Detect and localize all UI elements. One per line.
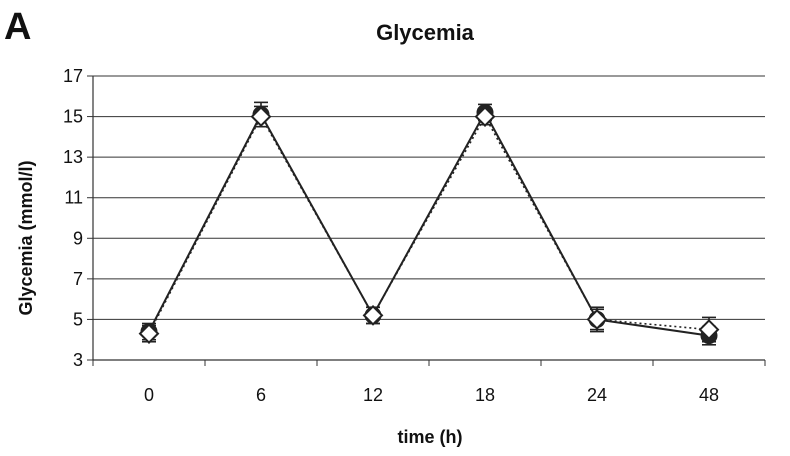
tick-labels: 3 5 7 9 11 13 15 17 0 6 12 18 24 48 (63, 66, 719, 405)
series-line (148, 110, 710, 337)
data-point (250, 106, 272, 127)
panel-label: A (4, 6, 32, 48)
y-tick-label: 3 (73, 350, 83, 370)
x-tick-label: 24 (587, 385, 607, 405)
y-tick-label: 13 (63, 147, 83, 167)
data-point (138, 323, 160, 345)
y-tick-label: 15 (63, 107, 83, 127)
y-tick-label: 5 (73, 309, 83, 329)
series-line (148, 114, 710, 334)
x-tick-label: 12 (363, 385, 383, 405)
x-axis-title: time (h) (398, 427, 463, 447)
x-tick-label: 6 (256, 385, 266, 405)
y-tick-label: 17 (63, 66, 83, 86)
x-tick-label: 0 (144, 385, 154, 405)
axes (87, 75, 766, 366)
chart-title: Glycemia (376, 20, 474, 45)
y-tick-label: 7 (73, 269, 83, 289)
data-point (586, 309, 608, 330)
data-point (474, 106, 496, 127)
y-tick-label: 9 (73, 228, 83, 248)
x-tick-label: 48 (699, 385, 719, 405)
series-1 (140, 101, 718, 346)
gridlines (93, 75, 765, 361)
series-2 (138, 105, 720, 345)
y-tick-label: 11 (64, 188, 83, 208)
data-point (698, 319, 720, 340)
series-group (138, 101, 720, 346)
y-axis-title: Glycemia (mmol/l) (16, 160, 36, 315)
data-point (362, 304, 384, 326)
x-tick-label: 18 (475, 385, 495, 405)
